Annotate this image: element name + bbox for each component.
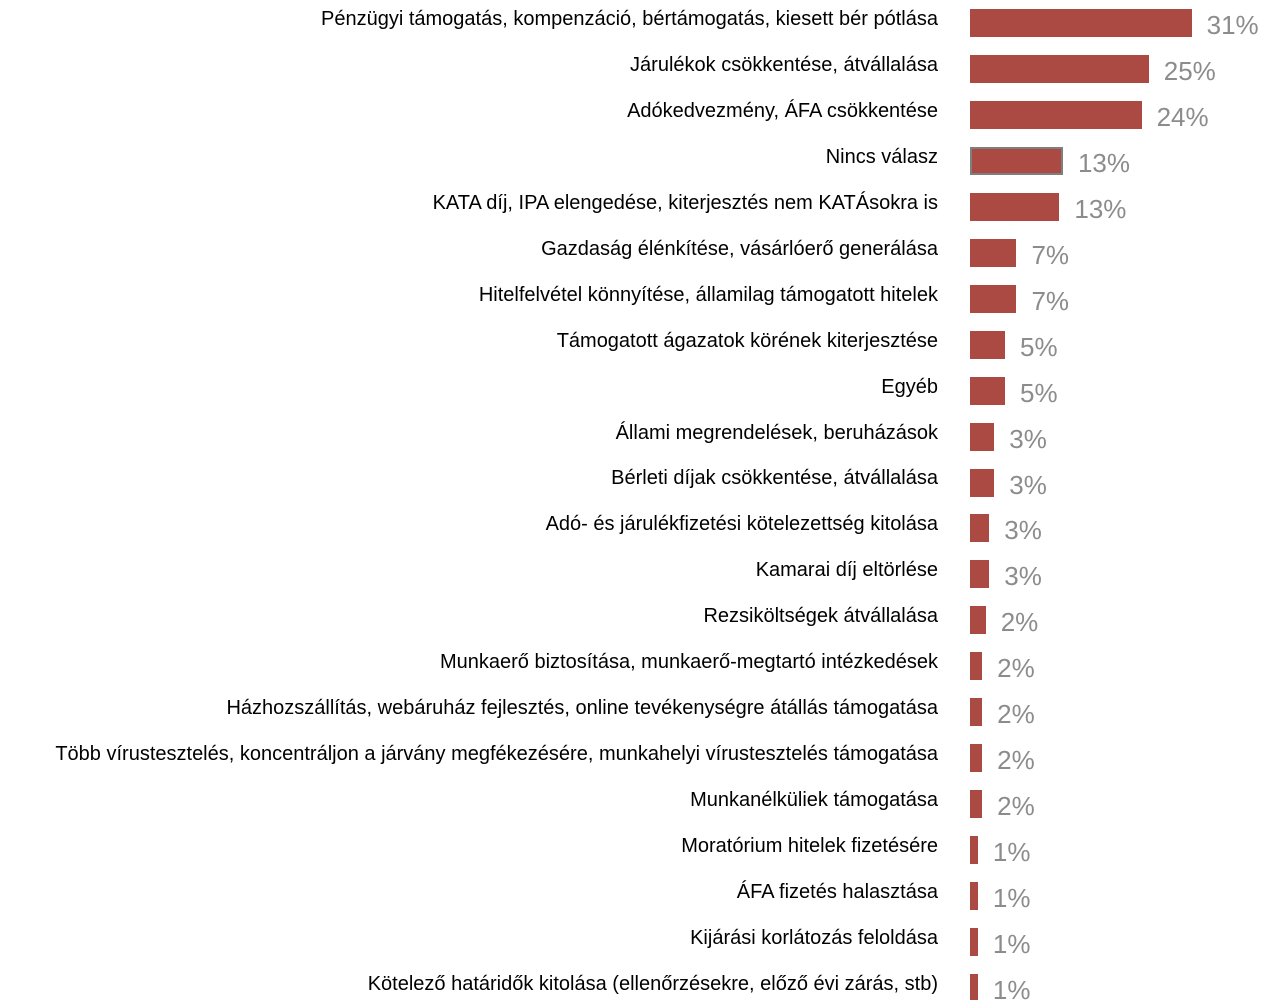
bar: [970, 238, 1017, 267]
category-label: ÁFA fizetés halasztása: [736, 881, 938, 904]
bar: [970, 652, 983, 681]
category-label: Kijárási korlátozás feloldása: [690, 926, 938, 949]
value-label: 2%: [997, 745, 1035, 776]
value-label: 13%: [1077, 147, 1130, 178]
category-label: Munkaerő biztosítása, munkaerő-megtartó …: [439, 651, 938, 674]
bar: [970, 376, 1006, 405]
bar: [970, 744, 983, 773]
bar: [970, 284, 1017, 313]
category-label: Támogatott ágazatok körének kiterjesztés…: [556, 329, 938, 352]
value-label: 5%: [1020, 331, 1058, 362]
bar: [970, 882, 978, 911]
category-label: Házhozszállítás, webáruház fejlesztés, o…: [226, 697, 938, 720]
category-label: Járulékok csökkentése, átvállalása: [630, 53, 938, 76]
bar: [970, 468, 995, 497]
category-label: Pénzügyi támogatás, kompenzáció, bértámo…: [320, 8, 938, 30]
value-label: 24%: [1156, 101, 1209, 132]
bar: [970, 973, 978, 1000]
bar: [970, 836, 978, 865]
value-label: 7%: [1031, 285, 1070, 316]
category-label: Hitelfelvétel könnyítése, államilag támo…: [478, 283, 938, 306]
value-label: 1%: [992, 929, 1031, 959]
value-label: 25%: [1163, 55, 1216, 86]
value-label: 2%: [997, 653, 1035, 684]
value-label: 2%: [1000, 607, 1039, 638]
category-label: Munkanélküliek támogatása: [690, 789, 938, 812]
bar: [970, 100, 1142, 129]
category-label: Több vírustesztelés, koncentráljon a jár…: [55, 743, 938, 766]
bar: [970, 560, 990, 589]
category-label: Rezsiköltségek átvállalása: [703, 605, 938, 628]
value-label: 1%: [992, 883, 1031, 914]
value-label: 3%: [1004, 561, 1042, 592]
category-label: Gazdaság élénkítése, vásárlóerő generálá…: [541, 237, 938, 260]
category-label: Bérleti díjak csökkentése, átvállalása: [611, 467, 938, 490]
bar: [970, 790, 983, 819]
bar: [970, 928, 978, 956]
bar: [970, 54, 1149, 83]
value-label: 3%: [1004, 515, 1042, 546]
value-label: 13%: [1074, 193, 1127, 224]
value-label: 31%: [1206, 10, 1259, 40]
value-label: 7%: [1031, 239, 1070, 270]
category-label: Egyéb: [881, 375, 938, 398]
category-label: Adó- és járulékfizetési kötelezettség ki…: [545, 513, 938, 536]
category-label: Nincs válasz: [825, 145, 938, 168]
bar: [970, 9, 1192, 37]
bar: [970, 698, 983, 727]
value-label: 5%: [1020, 377, 1058, 408]
bar: [970, 146, 1063, 175]
value-label: 2%: [997, 699, 1035, 730]
value-label: 3%: [1009, 469, 1047, 500]
category-label: KATA díj, IPA elengedése, kiterjesztés n…: [432, 191, 938, 214]
bar: [970, 192, 1060, 221]
category-label: Adókedvezmény, ÁFA csökkentése: [627, 99, 938, 122]
value-label: 1%: [992, 974, 1031, 1000]
bar: [970, 606, 986, 635]
category-label: Állami megrendelések, beruházások: [615, 421, 938, 444]
bar: [970, 514, 990, 543]
value-label: 1%: [992, 837, 1031, 868]
category-label: Moratórium hitelek fizetésére: [681, 835, 938, 858]
category-label: Kamarai díj eltörlése: [755, 559, 938, 582]
bar: [970, 422, 995, 451]
category-label: Kötelező határidők kitolása (ellenőrzése…: [367, 972, 938, 995]
value-label: 2%: [997, 791, 1035, 822]
bar: [970, 330, 1006, 359]
value-label: 3%: [1009, 423, 1047, 454]
